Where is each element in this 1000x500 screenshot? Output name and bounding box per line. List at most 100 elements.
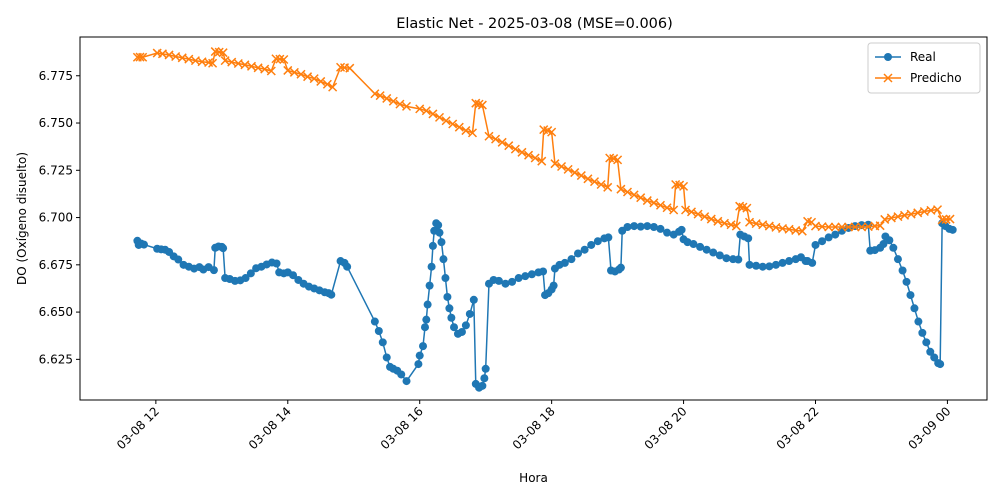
data-point [889, 243, 898, 252]
data-point [437, 238, 446, 247]
data-point [702, 245, 711, 254]
x-axis: 03-08 12 03-08 14 03-08 16 03-08 18 03-08 20… [114, 400, 954, 452]
data-point [382, 353, 391, 362]
x-tick-label: 03-08 18 [510, 404, 558, 452]
data-point [914, 317, 923, 326]
data-point [589, 177, 600, 187]
x-tick-label: 03-08 22 [774, 404, 822, 452]
y-tick-label: 6.725 [39, 163, 73, 177]
data-point [527, 270, 536, 279]
data-point [427, 262, 436, 271]
data-point [378, 338, 387, 347]
data-point [537, 156, 547, 166]
data-point [642, 196, 652, 206]
data-point [613, 155, 623, 165]
data-point [587, 240, 596, 249]
data-point [930, 353, 939, 362]
data-point [875, 221, 885, 231]
legend-item-predicho: Predicho [875, 71, 962, 85]
data-point [898, 266, 907, 275]
data-point [428, 241, 437, 250]
data-point [735, 201, 745, 211]
data-point [425, 281, 434, 290]
data-point [593, 237, 602, 246]
data-point [677, 225, 686, 234]
data-point [439, 255, 448, 264]
data-point [374, 326, 383, 335]
data-point [583, 174, 593, 184]
plot-area [79, 36, 988, 401]
series-line [137, 50, 951, 232]
data-point [504, 141, 514, 151]
data-point [218, 48, 228, 58]
data-point [471, 98, 481, 108]
data-point [596, 179, 606, 189]
data-point [508, 277, 517, 286]
data-point [422, 315, 431, 324]
data-point [434, 221, 443, 230]
data-point [811, 240, 820, 249]
data-point [266, 66, 276, 76]
data-point [636, 222, 645, 231]
data-point [616, 184, 626, 194]
data-point [469, 295, 478, 304]
data-point [397, 370, 406, 379]
data-point [497, 137, 507, 147]
data-point [758, 262, 767, 271]
data-point [450, 323, 459, 332]
data-point [184, 54, 194, 64]
data-point [454, 122, 464, 132]
data-point [174, 255, 183, 264]
data-point [709, 248, 718, 257]
x-tick-label: 03-08 16 [378, 404, 426, 452]
data-point [824, 222, 834, 232]
data-point [414, 360, 423, 369]
data-point [467, 128, 478, 138]
data-point [785, 257, 794, 266]
data-point [388, 96, 398, 106]
data-point [922, 338, 931, 347]
data-point [303, 72, 313, 82]
data-point [681, 205, 691, 215]
data-point [663, 228, 672, 237]
data-point [415, 104, 425, 114]
data-point [686, 207, 697, 217]
data-point [491, 134, 501, 144]
data-point [135, 52, 145, 62]
data-point [246, 61, 257, 71]
y-tick-label: 6.650 [39, 305, 73, 319]
data-point [402, 377, 411, 386]
data-point [521, 272, 530, 281]
data-point [879, 240, 888, 249]
data-point [902, 277, 911, 286]
data-point [478, 381, 487, 390]
data-point [693, 209, 703, 219]
data-point [830, 222, 840, 232]
data-point [715, 251, 724, 260]
data-point [797, 226, 807, 236]
data-point [461, 126, 471, 136]
data-point [731, 221, 741, 231]
data-point [696, 242, 705, 251]
data-point [209, 266, 218, 275]
data-point [622, 187, 633, 197]
data-point [655, 200, 666, 210]
y-tick-label: 6.750 [39, 116, 73, 130]
data-point [240, 60, 250, 70]
chart-title: Elastic Net - 2025-03-08 (MSE=0.006) [396, 16, 673, 32]
data-point [443, 292, 452, 301]
data-point [560, 258, 569, 267]
data-point [289, 67, 299, 77]
data-point [662, 203, 672, 213]
data-point [539, 267, 548, 276]
data-point [745, 260, 754, 269]
data-point [279, 54, 289, 65]
data-point [906, 291, 915, 300]
data-point [370, 317, 379, 326]
data-point [570, 168, 580, 178]
data-point [343, 262, 352, 271]
data-point [549, 281, 558, 290]
x-tick-label: 03-09 00 [905, 404, 953, 452]
data-point [752, 261, 761, 270]
